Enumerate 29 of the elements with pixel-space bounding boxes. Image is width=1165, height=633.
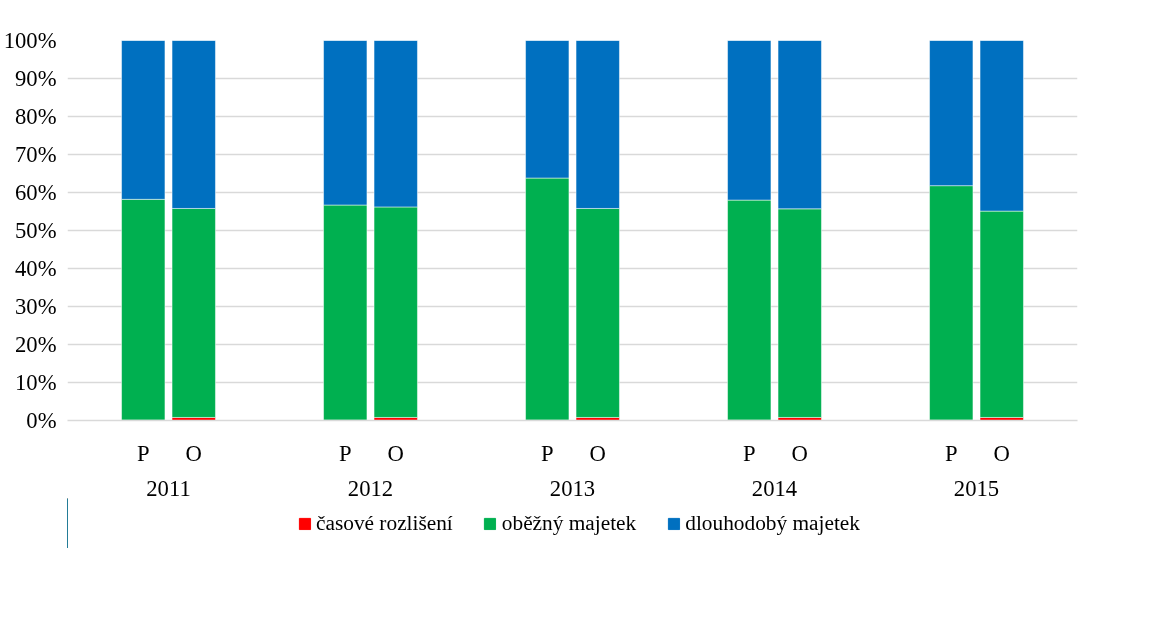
text: 2013 xyxy=(549,475,596,501)
x-tick-label: P xyxy=(136,440,150,466)
y-tick-label: 100% xyxy=(3,28,57,53)
x-tick-label: P xyxy=(338,440,352,466)
y-tick-label: 0% xyxy=(26,408,57,433)
text: 2012 xyxy=(347,475,394,501)
x-tick-label: O xyxy=(387,440,404,466)
y-tick-label: 30% xyxy=(14,294,57,319)
y-tick-label: 50% xyxy=(14,218,57,243)
y-tick-label: 20% xyxy=(14,332,57,357)
y-tick-label: 70% xyxy=(14,142,57,167)
x-tick-label: P xyxy=(742,440,756,466)
text: 2015 xyxy=(953,475,1000,501)
text: 2014 xyxy=(751,475,798,501)
x-tick-label: O xyxy=(791,440,808,466)
y-tick-label: 80% xyxy=(14,104,57,129)
y-tick-label: 40% xyxy=(14,256,57,281)
x-tick-label: P xyxy=(540,440,554,466)
y-tick-label: 60% xyxy=(14,180,57,205)
x-tick-label: P xyxy=(944,440,958,466)
legend-label: oběžný majetek xyxy=(501,510,637,536)
x-tick-label: O xyxy=(589,440,606,466)
y-tick-label: 90% xyxy=(14,66,57,91)
x-tick-label: O xyxy=(185,440,202,466)
text: 2011 xyxy=(146,475,191,501)
legend-label: dlouhodobý majetek xyxy=(685,510,860,536)
x-tick-label: O xyxy=(993,440,1010,466)
y-tick-label: 10% xyxy=(14,370,57,395)
legend-label: časové rozlišení xyxy=(316,510,453,536)
